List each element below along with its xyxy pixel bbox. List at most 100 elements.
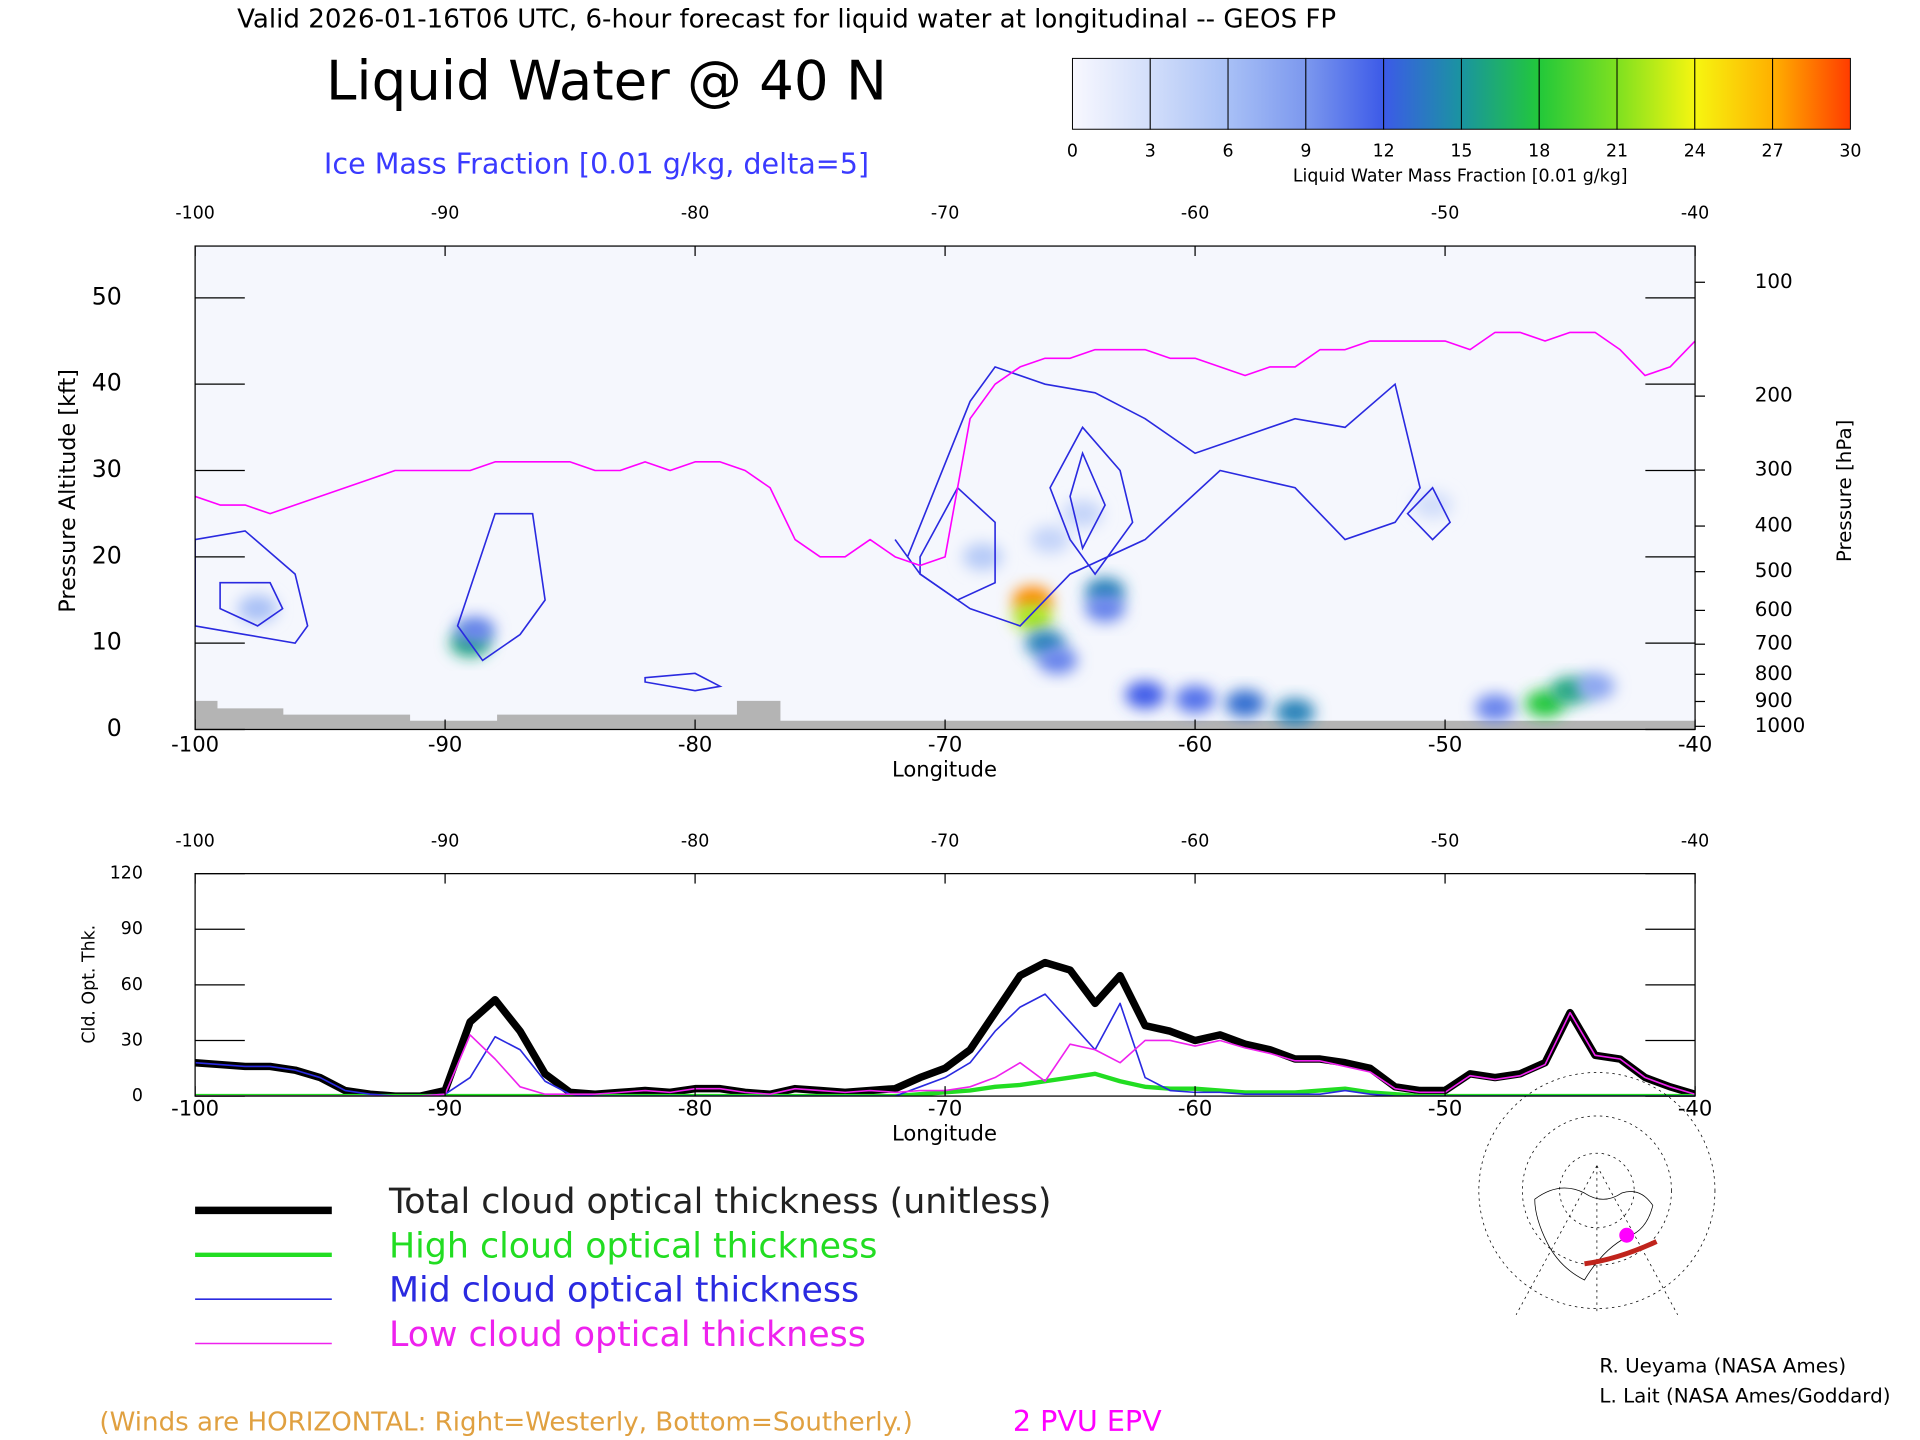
y-tick-label: 40 bbox=[92, 369, 122, 397]
ice-contour bbox=[1406, 486, 1452, 541]
y2-tick-label: 300 bbox=[1755, 458, 1793, 481]
colorbar-tick-label: 6 bbox=[1223, 142, 1234, 162]
y-tick-label: 0 bbox=[107, 714, 122, 742]
liquid-water-cell bbox=[237, 594, 278, 623]
bottom-plot-frame bbox=[194, 873, 1696, 1097]
y-tick-label: 0 bbox=[132, 1086, 143, 1106]
chart-title: Liquid Water @ 40 N bbox=[326, 49, 887, 113]
liquid-water-cell bbox=[1275, 698, 1315, 726]
x-tick-label: -90 bbox=[428, 732, 462, 757]
y2-tick-label: 400 bbox=[1755, 514, 1793, 537]
y-tick-label: 90 bbox=[121, 919, 143, 939]
liquid-water-cell bbox=[1225, 689, 1265, 718]
y2-tick-label: 1000 bbox=[1755, 714, 1806, 737]
y-tick-label: 30 bbox=[121, 1030, 143, 1050]
colorbar-tick-label: 9 bbox=[1300, 142, 1311, 162]
colorbar-band bbox=[1772, 57, 1851, 130]
x-axis-label: Longitude bbox=[892, 756, 997, 781]
x-tick-label-top: -90 bbox=[431, 204, 459, 224]
y2-tick-label: 500 bbox=[1755, 559, 1793, 582]
colorbar-band bbox=[1149, 57, 1229, 130]
x-tick-label: -100 bbox=[171, 1096, 219, 1121]
legend-label: Total cloud optical thickness (unitless) bbox=[388, 1182, 1052, 1222]
colorbar-tick-label: 21 bbox=[1606, 142, 1628, 162]
series-line bbox=[195, 993, 1696, 1097]
x-tick-label-top: -50 bbox=[1431, 204, 1459, 224]
colorbar-tick-label: 0 bbox=[1067, 142, 1078, 162]
y2-tick-label: 100 bbox=[1755, 270, 1793, 293]
colorbar-tick-label: 27 bbox=[1762, 142, 1784, 162]
ice-contour bbox=[1049, 425, 1134, 576]
y-tick-label: 10 bbox=[92, 628, 122, 656]
colorbar-band bbox=[1305, 57, 1385, 130]
series-line bbox=[195, 1011, 1696, 1097]
ice-contour bbox=[1069, 450, 1106, 551]
colorbar-tick-label: 18 bbox=[1528, 142, 1550, 162]
legend: Total cloud optical thickness (unitless)… bbox=[195, 1182, 1052, 1355]
y2-tick-label: 200 bbox=[1755, 384, 1793, 407]
y2-tick-label: 800 bbox=[1755, 662, 1793, 685]
y-axis-label: Pressure Altitude [kft] bbox=[55, 369, 81, 613]
x-tick-label-top: -40 bbox=[1681, 204, 1709, 224]
valid-line: Valid 2026-01-16T06 UTC, 6-hour forecast… bbox=[237, 4, 1336, 34]
x-tick-label: -50 bbox=[1428, 732, 1462, 757]
x-tick-label: -80 bbox=[678, 1096, 712, 1121]
colorbar-tick-label: 12 bbox=[1373, 142, 1395, 162]
credit: R. Ueyama (NASA Ames) bbox=[1599, 1354, 1846, 1377]
x-tick-label-top: -100 bbox=[175, 831, 214, 851]
colorbar-band bbox=[1460, 57, 1540, 130]
x-tick-label: -80 bbox=[678, 732, 712, 757]
x-tick-label-top: -70 bbox=[931, 204, 959, 224]
y-tick-label: 120 bbox=[110, 864, 143, 884]
liquid-water-cell bbox=[1475, 694, 1515, 722]
y-tick-label: 60 bbox=[121, 975, 143, 995]
x-tick-label: -60 bbox=[1178, 1096, 1212, 1121]
liquid-water-cell bbox=[962, 543, 1003, 571]
liquid-water-cell bbox=[1037, 646, 1078, 675]
x-tick-label-top: -100 bbox=[175, 204, 214, 224]
colorbar-tick-label: 3 bbox=[1145, 142, 1156, 162]
x-tick-label-top: -80 bbox=[681, 831, 709, 851]
x-tick-label: -70 bbox=[928, 1096, 962, 1121]
optical-thickness-lines bbox=[195, 958, 1696, 1097]
x-tick-label-top: -50 bbox=[1431, 831, 1459, 851]
x-tick-label: -50 bbox=[1428, 1096, 1462, 1121]
x-tick-label: -100 bbox=[171, 732, 219, 757]
liquid-water-cell bbox=[1175, 685, 1215, 713]
y2-tick-label: 600 bbox=[1755, 598, 1793, 621]
ice-contour bbox=[195, 530, 309, 645]
legend-label: Low cloud optical thickness bbox=[389, 1315, 866, 1355]
x-axis-label: Longitude bbox=[892, 1121, 997, 1146]
y-tick-label: 50 bbox=[92, 282, 122, 310]
colorbar-tick-label: 30 bbox=[1839, 142, 1861, 162]
colorbar-band bbox=[1383, 57, 1462, 130]
wind-note: (Winds are HORIZONTAL: Right=Westerly, B… bbox=[99, 1407, 912, 1437]
x-tick-label-top: -80 bbox=[681, 204, 709, 224]
terrain bbox=[195, 700, 1696, 730]
legend-label: Mid cloud optical thickness bbox=[389, 1271, 859, 1311]
chart-subtitle: Ice Mass Fraction [0.01 g/kg, delta=5] bbox=[324, 146, 869, 180]
colorbar-label: Liquid Water Mass Fraction [0.01 g/kg] bbox=[1293, 166, 1628, 186]
epv-layer bbox=[195, 331, 1696, 567]
liquid-water-cell bbox=[1030, 525, 1070, 554]
x-tick-label: -70 bbox=[928, 732, 962, 757]
colorbar: 0 3 6 9 12 15 18 21 24 27 30 Liquid Water Mass Frac… bbox=[1067, 57, 1861, 186]
colorbar-band bbox=[1694, 57, 1774, 130]
liquid-water-field bbox=[237, 491, 1615, 726]
x-tick-label: -40 bbox=[1678, 1096, 1712, 1121]
liquid-water-cell bbox=[1012, 603, 1053, 631]
liquid-water-cell bbox=[1575, 672, 1615, 700]
axes: -100 -100 -90 -90 -80 -80 -70 -70 -60 -60 -50 -50 -4… bbox=[55, 204, 1856, 1146]
colorbar-band bbox=[1227, 57, 1307, 130]
ice-contours bbox=[195, 365, 1452, 692]
y2-axis-label: Pressure [hPa] bbox=[1833, 420, 1856, 563]
ice-contour bbox=[894, 365, 1421, 627]
ice-contour bbox=[219, 581, 284, 627]
liquid-water-cell bbox=[1085, 594, 1125, 623]
x-tick-label: -40 bbox=[1678, 732, 1712, 757]
x-tick-label-top: -40 bbox=[1681, 831, 1709, 851]
plot-background bbox=[195, 246, 1696, 730]
locator-map bbox=[1478, 1072, 1716, 1315]
